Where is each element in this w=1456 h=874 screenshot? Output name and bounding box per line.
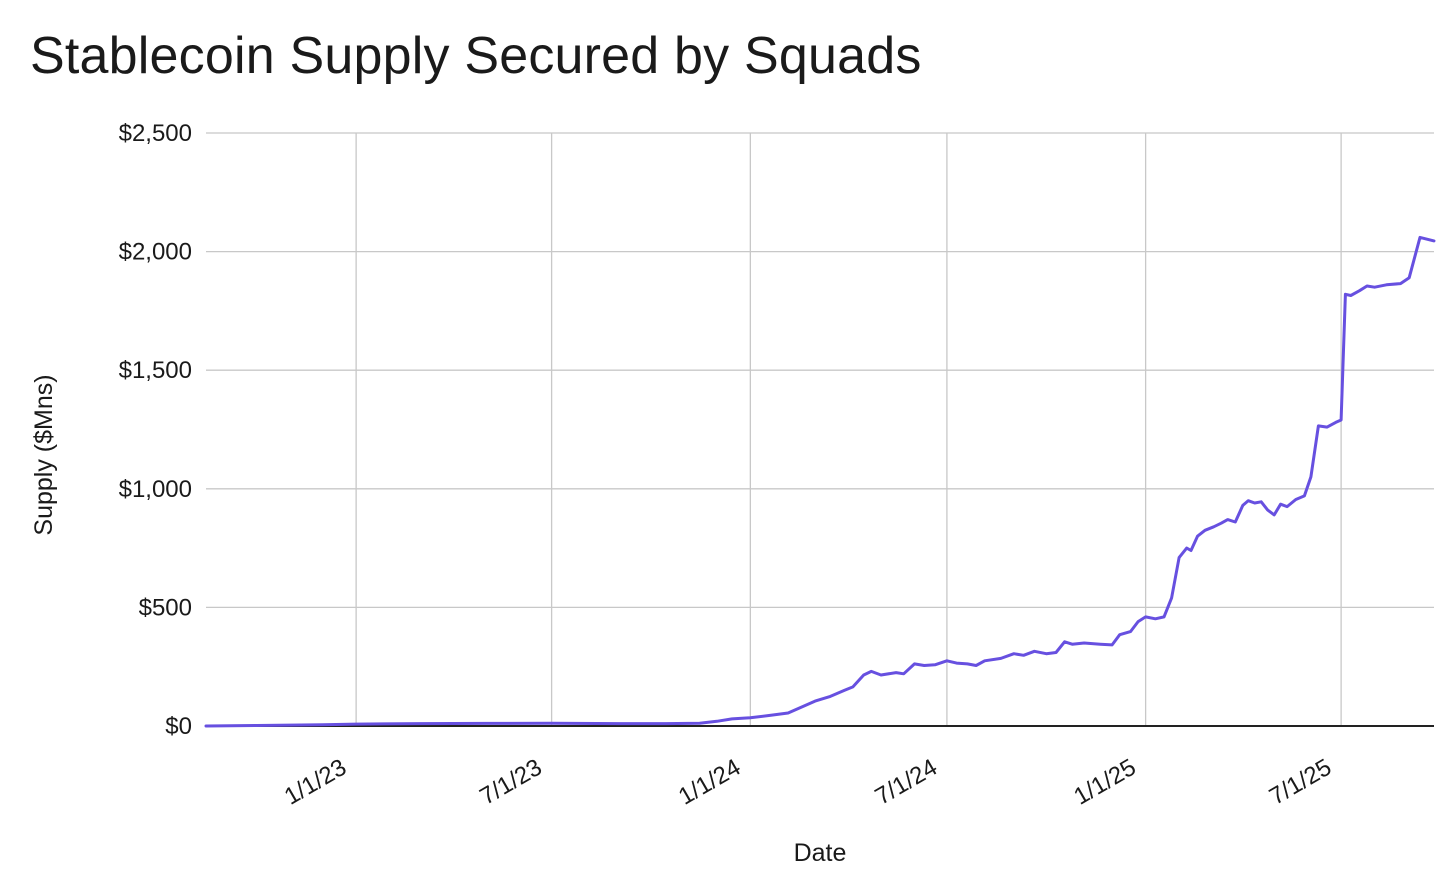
x-axis-title: Date xyxy=(794,839,847,867)
supply-series-line xyxy=(204,235,1436,728)
x-tick-label: 7/1/25 xyxy=(1265,754,1336,811)
data-series xyxy=(204,235,1436,728)
axis-ticks: $0 $500 $1,000 $1,500 $2,000 $2,500 1/1/23 7/1/… xyxy=(119,120,1337,811)
x-tick-label: 7/1/24 xyxy=(871,754,942,811)
y-tick-label: $500 xyxy=(139,594,192,621)
y-tick-label: $1,500 xyxy=(119,357,192,384)
y-tick-label: $2,500 xyxy=(119,120,192,147)
x-tick-label: 1/1/24 xyxy=(674,754,745,811)
chart-title: Stablecoin Supply Secured by Squads xyxy=(30,27,922,85)
y-tick-label: $1,000 xyxy=(119,476,192,503)
x-tick-label: 1/1/23 xyxy=(280,754,351,811)
y-axis-title: Supply ($Mns) xyxy=(30,374,58,535)
y-tick-label: $2,000 xyxy=(119,239,192,266)
x-tick-label: 7/1/23 xyxy=(475,754,546,811)
x-tick-label: 1/1/25 xyxy=(1069,754,1140,811)
y-tick-label: $0 xyxy=(165,713,192,740)
grid-lines xyxy=(206,132,1434,727)
